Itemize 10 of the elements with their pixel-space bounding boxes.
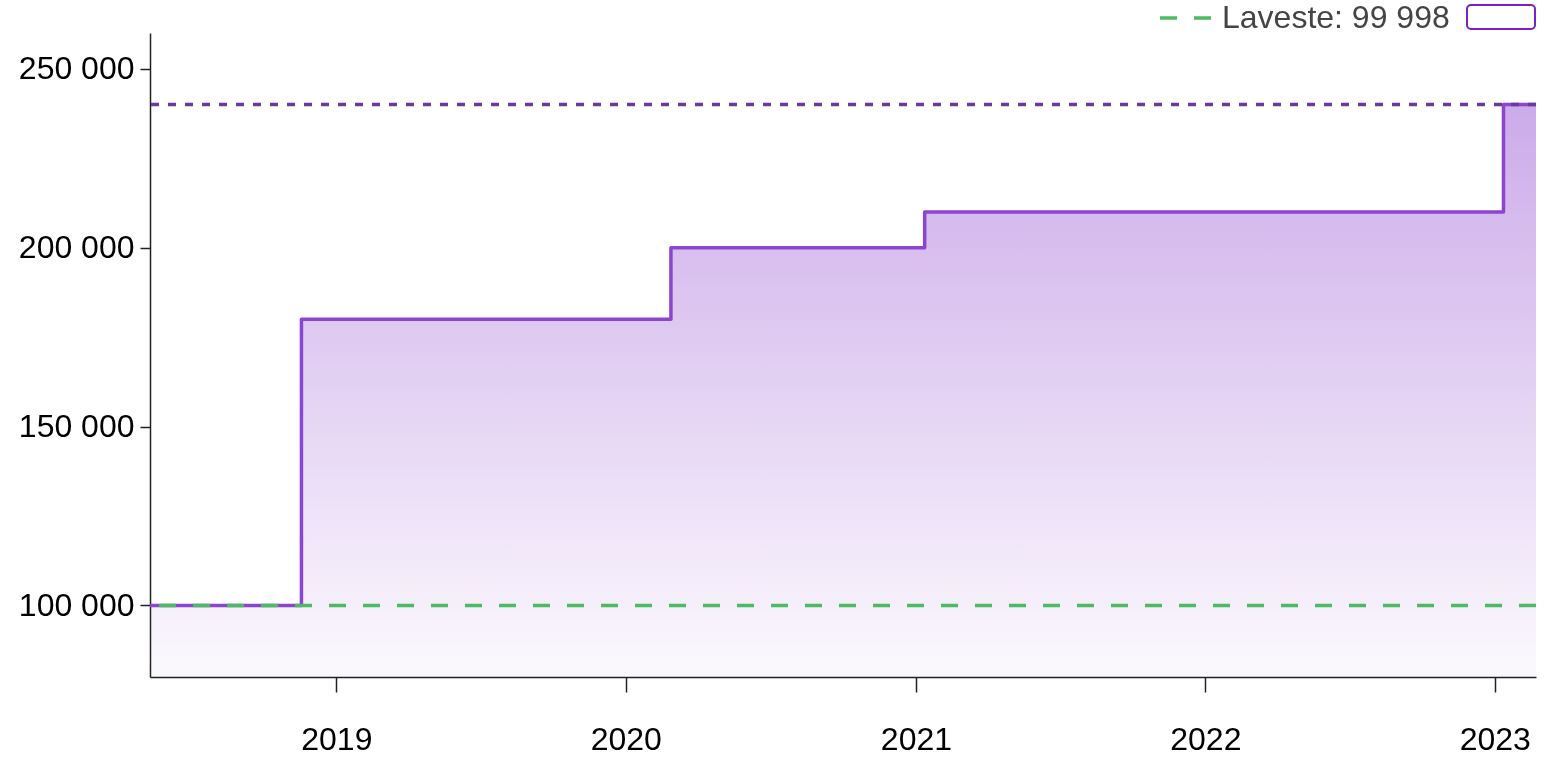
y-tick-label: 100 000 [18,586,135,623]
x-tick-label: 2022 [1170,720,1242,757]
y-tick-label: 200 000 [18,229,135,266]
x-tick-label: 2021 [880,720,953,757]
x-tick-label: 2019 [301,720,373,757]
y-tick-label: 150 000 [18,408,135,445]
x-tick-label: 2020 [590,720,662,757]
x-tick-label: 2023 [1459,720,1531,757]
legend-label: Laveste: 99 998 [1222,0,1450,35]
y-tick-label: 250 000 [18,50,135,87]
